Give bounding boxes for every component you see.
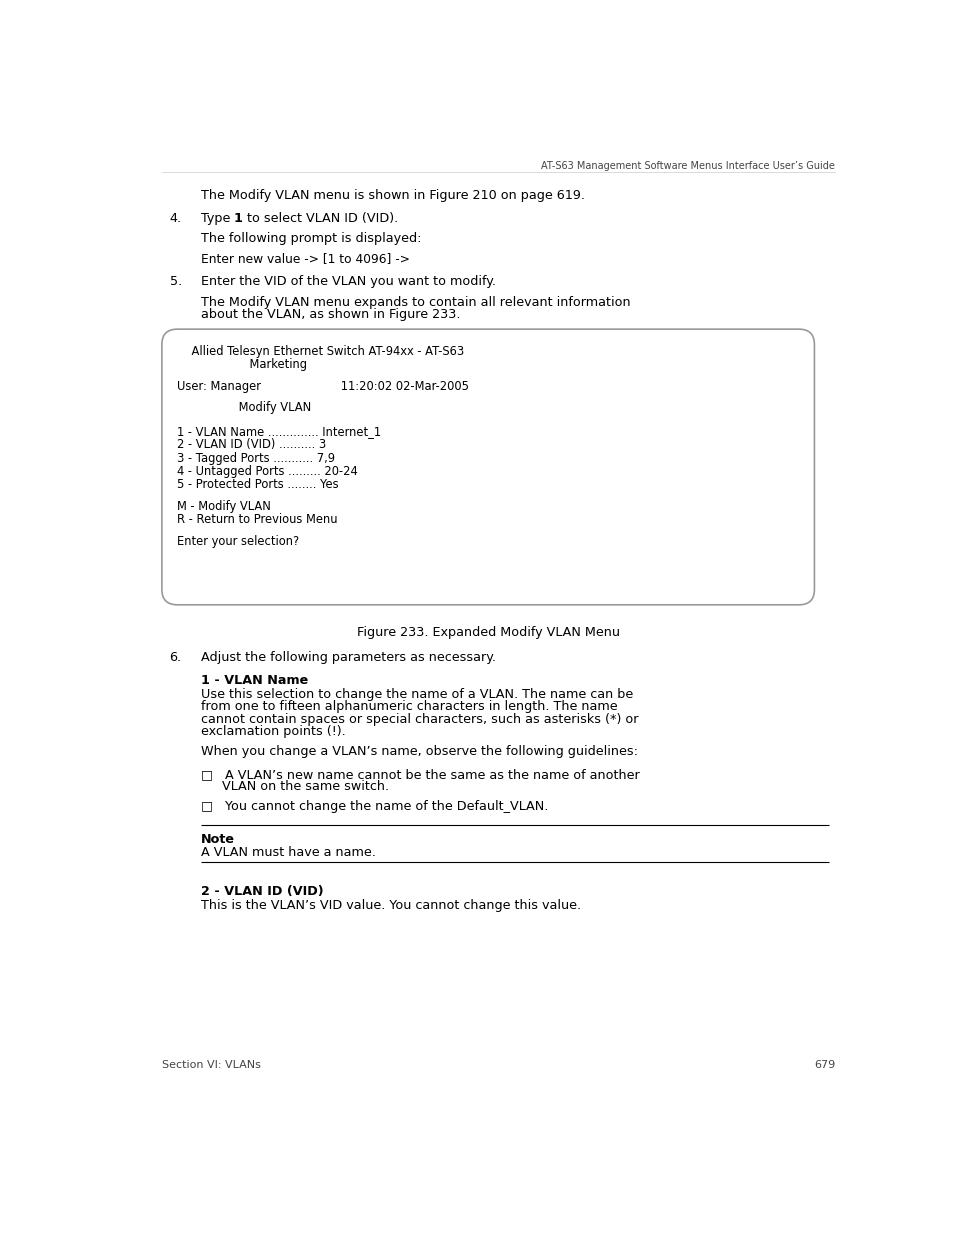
Text: from one to fifteen alphanumeric characters in length. The name: from one to fifteen alphanumeric charact…	[200, 700, 617, 714]
Text: AT-S63 Management Software Menus Interface User’s Guide: AT-S63 Management Software Menus Interfa…	[541, 162, 835, 172]
Text: Figure 233. Expanded Modify VLAN Menu: Figure 233. Expanded Modify VLAN Menu	[357, 626, 619, 638]
Text: □   You cannot change the name of the Default_VLAN.: □ You cannot change the name of the Defa…	[200, 800, 547, 814]
Text: 4.: 4.	[170, 212, 182, 225]
Text: Modify VLAN: Modify VLAN	[177, 401, 312, 414]
Text: 1 - VLAN Name: 1 - VLAN Name	[200, 674, 308, 687]
Text: Marketing: Marketing	[177, 358, 307, 372]
Text: 6.: 6.	[170, 651, 182, 664]
Text: Enter your selection?: Enter your selection?	[177, 535, 299, 548]
Text: When you change a VLAN’s name, observe the following guidelines:: When you change a VLAN’s name, observe t…	[200, 745, 637, 758]
FancyBboxPatch shape	[162, 330, 814, 605]
Text: User: Manager                      11:20:02 02-Mar-2005: User: Manager 11:20:02 02-Mar-2005	[177, 380, 469, 393]
Text: Adjust the following parameters as necessary.: Adjust the following parameters as neces…	[200, 651, 496, 664]
Text: 5.: 5.	[170, 275, 182, 288]
Text: A VLAN must have a name.: A VLAN must have a name.	[200, 846, 375, 858]
Text: 4 - Untagged Ports ......... 20-24: 4 - Untagged Ports ......... 20-24	[177, 464, 357, 478]
Text: Type: Type	[200, 212, 233, 225]
Text: The Modify VLAN menu expands to contain all relevant information: The Modify VLAN menu expands to contain …	[200, 296, 630, 309]
Text: 679: 679	[813, 1060, 835, 1070]
Text: Section VI: VLANs: Section VI: VLANs	[162, 1060, 260, 1070]
Text: Note: Note	[200, 832, 234, 846]
Text: The Modify VLAN menu is shown in Figure 210 on page 619.: The Modify VLAN menu is shown in Figure …	[200, 189, 584, 203]
Text: 3 - Tagged Ports ........... 7,9: 3 - Tagged Ports ........... 7,9	[177, 452, 335, 464]
Text: 2 - VLAN ID (VID) .......... 3: 2 - VLAN ID (VID) .......... 3	[177, 438, 326, 452]
Text: 1: 1	[233, 212, 243, 225]
Text: exclamation points (!).: exclamation points (!).	[200, 725, 345, 739]
Text: The following prompt is displayed:: The following prompt is displayed:	[200, 232, 420, 245]
Text: 2 - VLAN ID (VID): 2 - VLAN ID (VID)	[200, 885, 323, 898]
Text: □   A VLAN’s new name cannot be the same as the name of another: □ A VLAN’s new name cannot be the same a…	[200, 768, 639, 781]
Text: M - Modify VLAN: M - Modify VLAN	[177, 500, 271, 513]
Text: cannot contain spaces or special characters, such as asterisks (*) or: cannot contain spaces or special charact…	[200, 713, 638, 726]
Text: VLAN on the same switch.: VLAN on the same switch.	[221, 781, 388, 793]
Text: Use this selection to change the name of a VLAN. The name can be: Use this selection to change the name of…	[200, 688, 632, 701]
Text: Enter new value -> [1 to 4096] ->: Enter new value -> [1 to 4096] ->	[200, 252, 409, 266]
Text: about the VLAN, as shown in Figure 233.: about the VLAN, as shown in Figure 233.	[200, 309, 459, 321]
Text: 5 - Protected Ports ........ Yes: 5 - Protected Ports ........ Yes	[177, 478, 338, 490]
Text: Enter the VID of the VLAN you want to modify.: Enter the VID of the VLAN you want to mo…	[200, 275, 496, 288]
Text: R - Return to Previous Menu: R - Return to Previous Menu	[177, 514, 337, 526]
Text: 1 - VLAN Name .............. Internet_1: 1 - VLAN Name .............. Internet_1	[177, 425, 381, 438]
Text: This is the VLAN’s VID value. You cannot change this value.: This is the VLAN’s VID value. You cannot…	[200, 899, 580, 911]
Text: Allied Telesyn Ethernet Switch AT-94xx - AT-S63: Allied Telesyn Ethernet Switch AT-94xx -…	[177, 346, 464, 358]
Text: to select VLAN ID (VID).: to select VLAN ID (VID).	[243, 212, 397, 225]
